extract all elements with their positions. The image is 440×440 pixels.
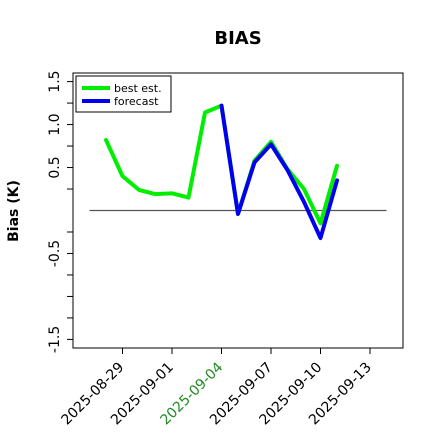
data-point xyxy=(303,188,305,190)
series-line-0 xyxy=(104,103,339,226)
data-point xyxy=(270,143,272,145)
data-point xyxy=(204,112,206,114)
legend-label-best-est: best est. xyxy=(114,82,162,95)
legend-box xyxy=(75,75,172,113)
data-point xyxy=(320,222,321,224)
data-point xyxy=(122,175,123,177)
data-point xyxy=(320,237,321,239)
y-tick-label: -0.5 xyxy=(47,240,63,267)
data-point xyxy=(270,141,272,143)
y-tick-label: -1.5 xyxy=(47,326,63,353)
y-tick-label: 1.0 xyxy=(47,113,63,135)
data-point xyxy=(155,193,156,195)
y-tick-label: 1.5 xyxy=(47,70,63,92)
data-point xyxy=(287,169,288,171)
data-point xyxy=(105,139,107,141)
data-point xyxy=(303,201,305,203)
legend-label-forecast: forecast xyxy=(114,95,159,108)
legend: best est. forecast xyxy=(75,75,172,113)
series-line-1 xyxy=(219,103,339,240)
plot-area xyxy=(72,72,404,349)
data-point xyxy=(237,213,239,215)
data-point xyxy=(188,197,189,199)
chart-title: BIAS xyxy=(214,28,261,49)
data-point xyxy=(138,189,140,191)
y-axis-label: Bias (K) xyxy=(6,180,22,242)
data-point xyxy=(336,179,338,181)
data-point xyxy=(336,165,338,167)
y-tick-label: 0.5 xyxy=(47,156,63,178)
data-point xyxy=(254,161,255,163)
data-point xyxy=(221,105,222,107)
data-point xyxy=(171,192,173,194)
